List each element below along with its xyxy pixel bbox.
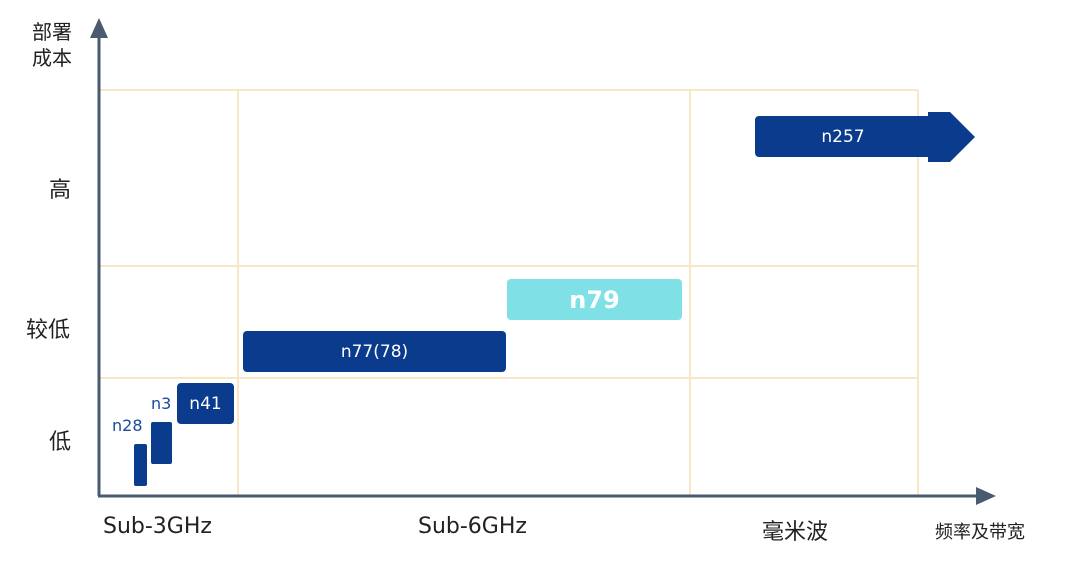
band-n28-label: n28 — [112, 416, 143, 435]
y-level-low: 低 — [48, 430, 71, 455]
n257-arrow-icon — [928, 112, 975, 162]
band-n3-label: n3 — [151, 394, 172, 413]
x-axis-title: 频率及带宽 — [935, 522, 1025, 543]
y-level-lower: 较低 — [25, 318, 70, 343]
band-n77: n77(78) — [243, 331, 506, 372]
x-category-sub3ghz: Sub-3GHz — [103, 514, 212, 539]
band-n41: n41 — [177, 383, 234, 424]
band-n41-label: n41 — [189, 393, 222, 414]
grid — [100, 89, 919, 495]
x-axis-arrow-icon — [976, 487, 996, 505]
band-n257-label: n257 — [821, 126, 865, 147]
x-category-sub6ghz: Sub-6GHz — [418, 514, 527, 539]
x-category-mmwave: 毫米波 — [762, 520, 829, 545]
y-axis-title-line1: 部署 — [32, 20, 72, 44]
band-n77-label: n77(78) — [340, 341, 409, 362]
band-n257: n257 — [755, 116, 931, 157]
band-n79-label: n79 — [569, 285, 620, 314]
y-axis-title-line2: 成本 — [32, 46, 72, 70]
band-n28-bar — [134, 444, 147, 486]
y-axis-arrow-icon — [90, 18, 108, 38]
band-n79: n79 — [507, 279, 682, 320]
band-n3-bar — [151, 422, 172, 464]
y-level-high: 高 — [48, 178, 71, 203]
